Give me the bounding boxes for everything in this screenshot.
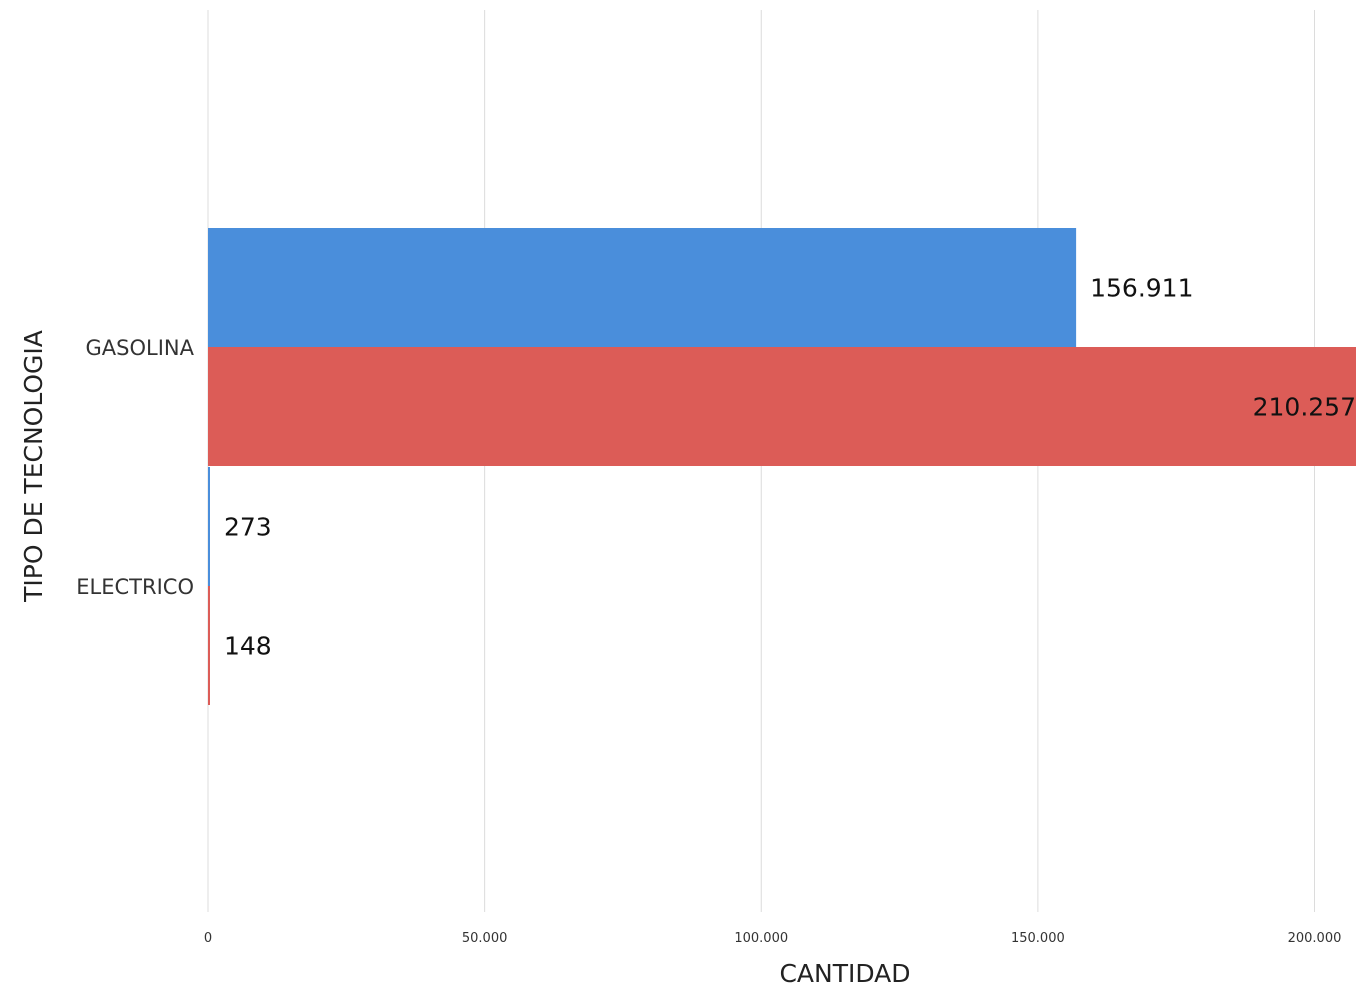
data-label: 148: [224, 632, 272, 661]
y-axis-title: TIPO DE TECNOLOGIA: [19, 330, 48, 603]
bar: [208, 586, 210, 705]
data-labels: 156.911 210.257 273 148: [224, 274, 1356, 661]
x-axis-ticks: 0 50.000 100.000 150.000 200.000: [204, 931, 1342, 946]
x-axis-title: CANTIDAD: [779, 959, 910, 986]
data-label: 273: [224, 513, 272, 542]
bar: [208, 347, 1356, 466]
x-tick-label: 150.000: [1011, 931, 1065, 946]
x-tick-label: 50.000: [462, 931, 508, 946]
category-label: ELECTRICO: [76, 575, 194, 599]
bar: [208, 228, 1077, 347]
data-label: 156.911: [1090, 274, 1193, 303]
data-label: 210.257: [1253, 393, 1356, 422]
category-label: GASOLINA: [86, 336, 195, 360]
category-labels: GASOLINA ELECTRICO: [76, 336, 194, 599]
x-tick-label: 100.000: [734, 931, 788, 946]
x-tick-label: 0: [204, 931, 212, 946]
x-tick-label: 200.000: [1288, 931, 1342, 946]
bars: [208, 228, 1356, 705]
bar: [208, 467, 210, 586]
